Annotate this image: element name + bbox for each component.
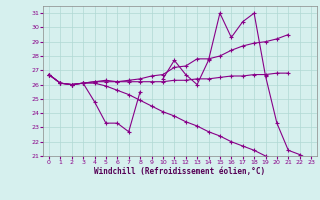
X-axis label: Windchill (Refroidissement éolien,°C): Windchill (Refroidissement éolien,°C) xyxy=(94,167,266,176)
